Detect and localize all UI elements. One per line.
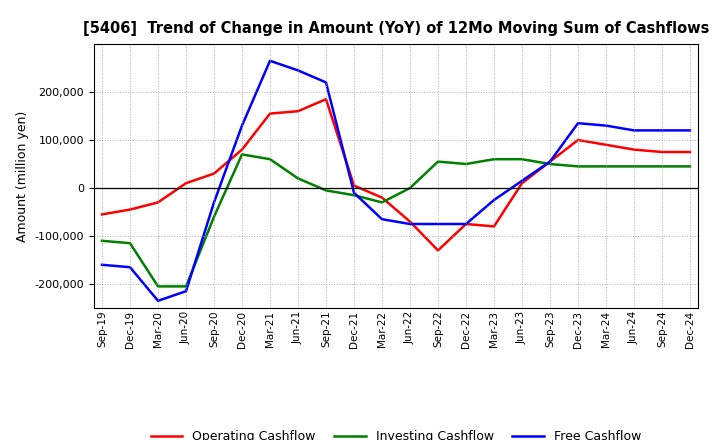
Line: Operating Cashflow: Operating Cashflow bbox=[102, 99, 690, 250]
Operating Cashflow bbox=[294, 109, 302, 114]
Operating Cashflow bbox=[433, 248, 442, 253]
Free Cashflow bbox=[546, 159, 554, 164]
Investing Cashflow bbox=[210, 214, 218, 220]
Operating Cashflow bbox=[685, 149, 694, 154]
Operating Cashflow bbox=[405, 219, 414, 224]
Free Cashflow bbox=[574, 121, 582, 126]
Free Cashflow bbox=[405, 221, 414, 227]
Free Cashflow bbox=[266, 58, 274, 63]
Investing Cashflow bbox=[405, 185, 414, 191]
Operating Cashflow bbox=[238, 147, 246, 152]
Operating Cashflow bbox=[266, 111, 274, 116]
Free Cashflow bbox=[350, 190, 359, 195]
Free Cashflow bbox=[153, 298, 162, 304]
Operating Cashflow bbox=[518, 180, 526, 186]
Investing Cashflow bbox=[378, 200, 387, 205]
Free Cashflow bbox=[685, 128, 694, 133]
Operating Cashflow bbox=[181, 180, 190, 186]
Operating Cashflow bbox=[602, 142, 611, 147]
Investing Cashflow bbox=[266, 157, 274, 162]
Free Cashflow bbox=[490, 198, 498, 203]
Free Cashflow bbox=[657, 128, 666, 133]
Investing Cashflow bbox=[630, 164, 639, 169]
Investing Cashflow bbox=[98, 238, 107, 243]
Operating Cashflow bbox=[574, 137, 582, 143]
Free Cashflow bbox=[630, 128, 639, 133]
Free Cashflow bbox=[294, 68, 302, 73]
Free Cashflow bbox=[210, 200, 218, 205]
Operating Cashflow bbox=[378, 195, 387, 200]
Investing Cashflow bbox=[153, 284, 162, 289]
Operating Cashflow bbox=[657, 149, 666, 154]
Operating Cashflow bbox=[490, 224, 498, 229]
Free Cashflow bbox=[462, 221, 470, 227]
Investing Cashflow bbox=[181, 284, 190, 289]
Investing Cashflow bbox=[294, 176, 302, 181]
Free Cashflow bbox=[602, 123, 611, 128]
Investing Cashflow bbox=[602, 164, 611, 169]
Investing Cashflow bbox=[350, 193, 359, 198]
Operating Cashflow bbox=[322, 96, 330, 102]
Investing Cashflow bbox=[574, 164, 582, 169]
Free Cashflow bbox=[126, 264, 135, 270]
Free Cashflow bbox=[378, 216, 387, 222]
Free Cashflow bbox=[322, 80, 330, 85]
Operating Cashflow bbox=[98, 212, 107, 217]
Investing Cashflow bbox=[126, 241, 135, 246]
Operating Cashflow bbox=[350, 183, 359, 188]
Investing Cashflow bbox=[490, 157, 498, 162]
Legend: Operating Cashflow, Investing Cashflow, Free Cashflow: Operating Cashflow, Investing Cashflow, … bbox=[146, 425, 646, 440]
Investing Cashflow bbox=[685, 164, 694, 169]
Operating Cashflow bbox=[630, 147, 639, 152]
Free Cashflow bbox=[238, 123, 246, 128]
Operating Cashflow bbox=[462, 221, 470, 227]
Operating Cashflow bbox=[126, 207, 135, 212]
Investing Cashflow bbox=[322, 188, 330, 193]
Investing Cashflow bbox=[462, 161, 470, 167]
Free Cashflow bbox=[518, 178, 526, 183]
Title: [5406]  Trend of Change in Amount (YoY) of 12Mo Moving Sum of Cashflows: [5406] Trend of Change in Amount (YoY) o… bbox=[83, 21, 709, 36]
Line: Investing Cashflow: Investing Cashflow bbox=[102, 154, 690, 286]
Y-axis label: Amount (million yen): Amount (million yen) bbox=[16, 110, 29, 242]
Free Cashflow bbox=[181, 289, 190, 294]
Investing Cashflow bbox=[518, 157, 526, 162]
Investing Cashflow bbox=[657, 164, 666, 169]
Line: Free Cashflow: Free Cashflow bbox=[102, 61, 690, 301]
Investing Cashflow bbox=[546, 161, 554, 167]
Free Cashflow bbox=[433, 221, 442, 227]
Free Cashflow bbox=[98, 262, 107, 268]
Operating Cashflow bbox=[210, 171, 218, 176]
Investing Cashflow bbox=[433, 159, 442, 164]
Investing Cashflow bbox=[238, 152, 246, 157]
Operating Cashflow bbox=[546, 159, 554, 164]
Operating Cashflow bbox=[153, 200, 162, 205]
